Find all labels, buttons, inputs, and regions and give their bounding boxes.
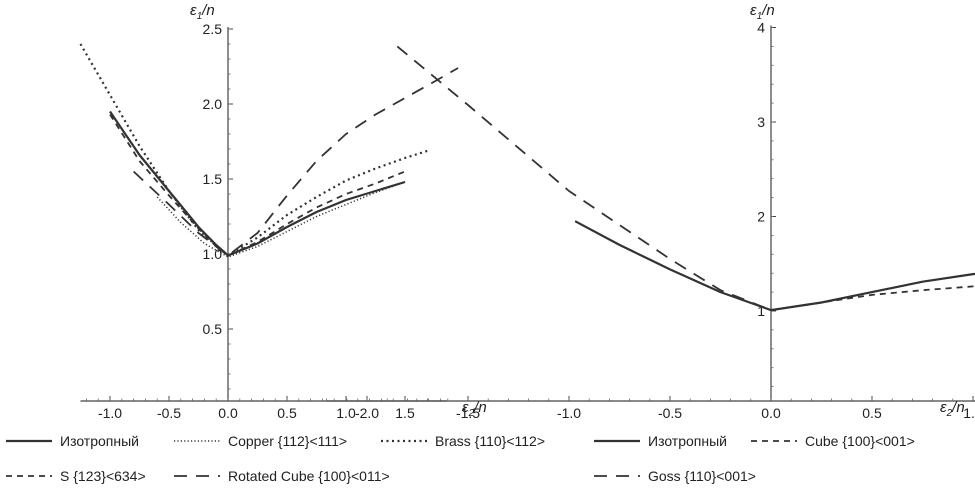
- y-axis-title: ε1/n: [190, 2, 215, 22]
- y-tick-label: 0.5: [203, 321, 223, 337]
- x-tick-label: 0.0: [218, 405, 238, 421]
- chart-right: -2.0 -1.5 -1.0 -0.5 0.0 0.5 1.0 1.5 1 2 3 4 ε2/n ε1/n: [326, 2, 975, 421]
- y-tick-label: 2.5: [203, 21, 223, 37]
- legend-right: Изотропный Cube {100}<001> Goss {110}<001>: [594, 433, 915, 484]
- series-line-2: [79, 43, 429, 257]
- y-tick-label: 3: [757, 114, 765, 130]
- x-tick-label: -1.0: [98, 405, 122, 421]
- y-tick-label: 1.5: [203, 171, 223, 187]
- legend-left: Изотропный Copper {112}<111> Brass {110}<1…: [6, 433, 545, 484]
- x-tick-label: 0.5: [277, 405, 297, 421]
- y-tick-label: 1: [757, 303, 765, 319]
- chart-left: -1.0 -0.5 0.0 0.5 1.0 1.5 0.5 1.0 1.5 2.0 2.5 ε2/n ε…: [79, 2, 487, 421]
- y-tick-label: 2: [757, 209, 765, 225]
- series-line-1: [156, 181, 406, 258]
- x-tick-label: -1.0: [557, 405, 581, 421]
- x-tick-label: 1.0: [963, 405, 975, 421]
- x-tick-label: -0.5: [157, 405, 181, 421]
- legend-entry: Copper {112}<111>: [228, 433, 347, 449]
- x-tick-label: -0.5: [658, 405, 682, 421]
- legend-entry: Rotated Cube {100}<011>: [228, 468, 390, 484]
- x-tick-label: -2.0: [355, 405, 379, 421]
- y-tick-label: 1.0: [203, 246, 223, 262]
- legend-entry: Goss {110}<001>: [648, 468, 756, 484]
- legend-entry: Cube {100}<001>: [805, 433, 915, 449]
- y-tick-label: 2.0: [203, 96, 223, 112]
- x-tick-label: 0.5: [862, 405, 882, 421]
- x-axis-title: ε2/n: [940, 399, 965, 419]
- legend-entry: Изотропный: [60, 433, 139, 449]
- legend-entry: Brass {110}<112>: [435, 433, 545, 449]
- x-axis-title: ε2/n: [462, 399, 487, 419]
- series-line-2: [396, 45, 772, 311]
- x-tick-label: 0.0: [761, 405, 781, 421]
- y-axis-title: ε1/n: [750, 2, 775, 22]
- x-tick-label: 1.0: [336, 405, 356, 421]
- legend-entry: Изотропный: [648, 433, 727, 449]
- y-tick-label: 4: [757, 20, 765, 36]
- series-line-0: [574, 220, 975, 312]
- series-line-3: [109, 114, 406, 257]
- legend-entry: S {123}<634>: [60, 468, 146, 484]
- x-tick-label: -1.5: [456, 405, 480, 421]
- x-tick-label: 1.5: [395, 405, 415, 421]
